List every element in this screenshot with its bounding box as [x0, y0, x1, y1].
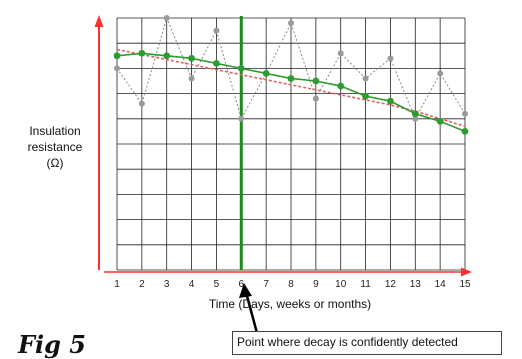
- series-smoothed-point: [138, 49, 146, 57]
- series-readings-point: [138, 100, 145, 107]
- series-readings-line: [116, 16, 466, 121]
- y-axis-label-line-3: (Ω): [46, 156, 64, 170]
- series-smoothed-point: [312, 77, 320, 85]
- series-smoothed-point: [337, 82, 345, 90]
- series-readings-point: [362, 75, 369, 82]
- series-smoothed-point: [163, 52, 171, 60]
- series-readings-point: [238, 115, 245, 122]
- y-axis-arrowhead: [94, 15, 104, 27]
- x-axis-label: Time (Days, weeks or months): [208, 297, 372, 311]
- x-tick-label: 9: [313, 279, 319, 290]
- x-tick-label: 8: [288, 279, 294, 290]
- x-tick-label: 15: [459, 279, 471, 290]
- series-smoothed-point: [262, 70, 270, 77]
- series-smoothed-point: [237, 65, 245, 72]
- x-tick-label: 5: [214, 279, 220, 290]
- x-tick-label: 14: [435, 279, 447, 290]
- y-axis-label: Insulation resistance (Ω): [14, 123, 96, 171]
- series-smoothed-point: [387, 97, 394, 105]
- series-readings-point: [387, 55, 394, 62]
- x-tick-label: 4: [189, 279, 195, 290]
- insulation-resistance-chart: 1 2 3 4 5 6 7 8 9 10 11 12 13 14 15: [94, 15, 472, 334]
- figure-label: Fig 5: [18, 330, 86, 359]
- annotation-arrow: [239, 283, 259, 334]
- x-tick-label: 6: [239, 279, 245, 290]
- series-smoothed-point: [436, 117, 444, 125]
- series-readings-point: [462, 110, 468, 117]
- series-readings-point: [163, 15, 170, 21]
- x-tick-label: 13: [410, 279, 422, 290]
- series-readings-point: [288, 20, 294, 27]
- x-axis-arrowhead: [461, 267, 472, 277]
- series-readings-point: [437, 70, 444, 77]
- x-tick-labels: 1 2 3 4 5 6 7 8 9 10 11 12 13 14 15: [114, 279, 471, 290]
- series-group: [113, 15, 469, 135]
- annotation-callout: Point where decay is confidently detecte…: [232, 331, 502, 355]
- annotation-arrow-shaft: [245, 295, 259, 334]
- x-tick-label: 1: [114, 279, 120, 290]
- axes: [94, 15, 472, 277]
- x-tick-label: 3: [164, 279, 170, 290]
- series-readings-point: [312, 95, 319, 102]
- series-readings-point: [412, 115, 419, 122]
- x-tick-label: 10: [335, 279, 347, 290]
- series-readings-point: [188, 75, 195, 82]
- series-smoothed-point: [287, 75, 295, 82]
- series-readings-point: [114, 65, 120, 72]
- series-smoothed-point: [461, 127, 469, 135]
- x-tick-label: 11: [360, 279, 371, 290]
- series-smoothed-point: [411, 110, 419, 118]
- annotation-arrow-head: [239, 283, 252, 298]
- x-tick-label: 2: [139, 279, 145, 290]
- series-readings-point: [337, 50, 344, 57]
- x-tick-label: 7: [263, 279, 269, 290]
- series-smoothed-point: [362, 92, 369, 100]
- y-axis-label-line-1: Insulation: [29, 124, 81, 138]
- y-axis-label-line-2: resistance: [27, 140, 83, 154]
- series-smoothed-point: [113, 52, 121, 60]
- series-smoothed-point: [188, 54, 195, 62]
- x-tick-label: 12: [385, 279, 397, 290]
- series-readings-point: [213, 27, 220, 34]
- series-smoothed-point: [213, 59, 220, 67]
